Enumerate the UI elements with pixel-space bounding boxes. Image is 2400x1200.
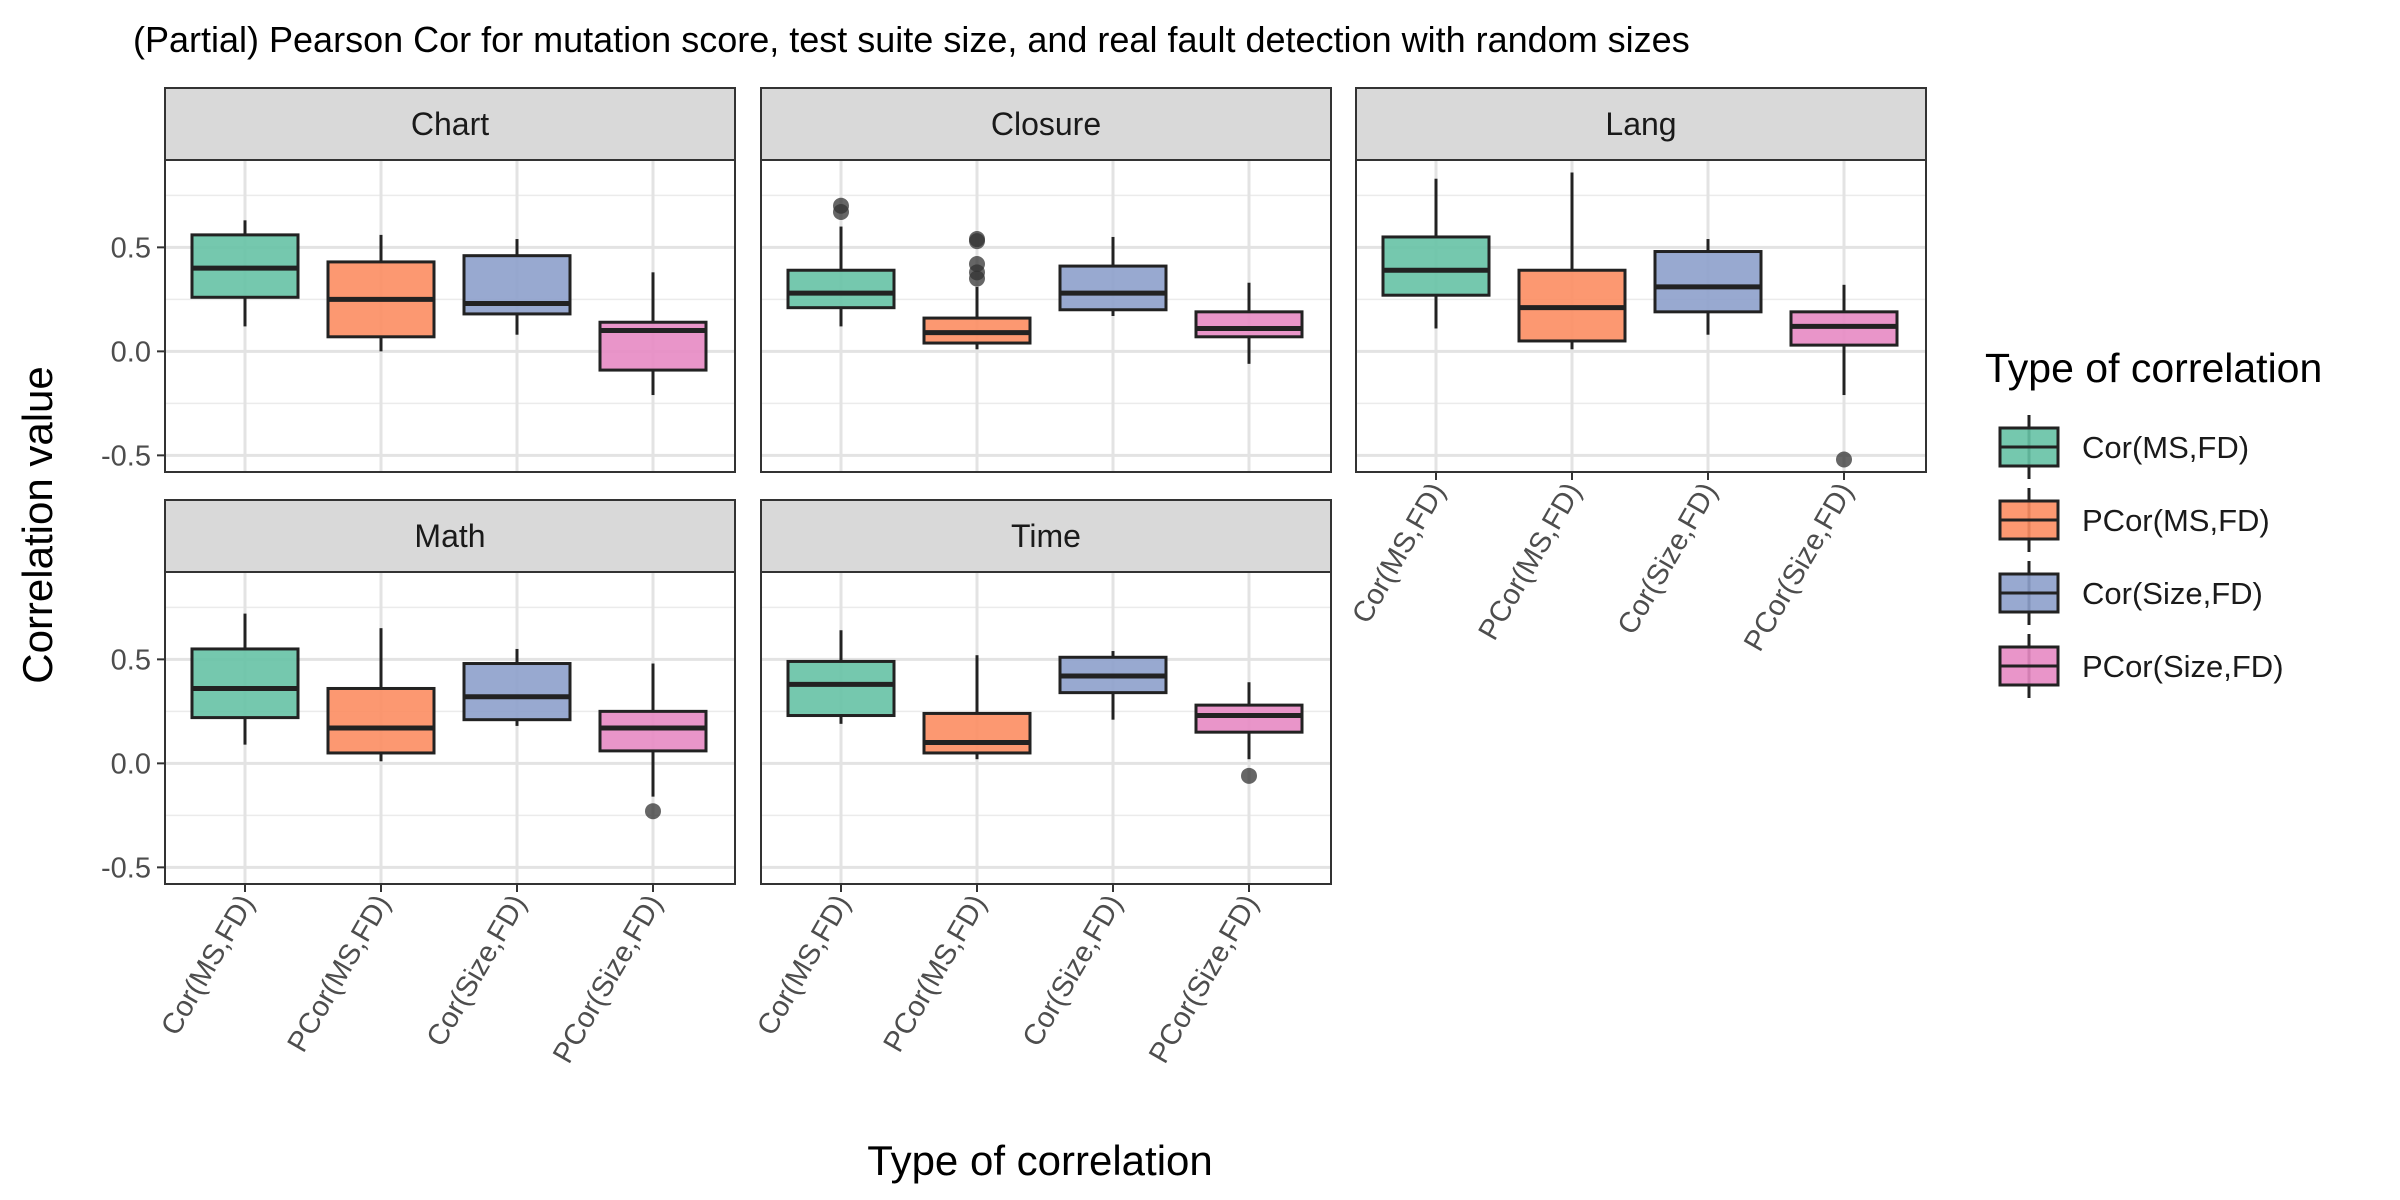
box-PCor(Size,FD) — [1194, 682, 1304, 784]
box-iqr — [922, 711, 1032, 755]
box-PCor(MS,FD) — [326, 628, 436, 762]
panel-closure: Closure — [760, 87, 1332, 473]
x-tick-label: PCor(MS,FD) — [1473, 478, 1589, 646]
box-PCor(MS,FD) — [326, 234, 436, 352]
legend-title: Type of correlation — [1985, 345, 2322, 391]
box-Cor(Size,FD) — [1058, 236, 1168, 316]
box-iqr — [598, 709, 708, 753]
facet-strip-label: Time — [1011, 518, 1081, 554]
box-Cor(Size,FD) — [462, 648, 572, 726]
y-tick-label: -0.5 — [101, 440, 151, 472]
legend-label: PCor(Size,FD) — [2082, 649, 2284, 684]
legend-item: PCor(MS,FD) — [1998, 488, 2270, 552]
box-iqr — [1194, 703, 1304, 734]
panel-chart: Chart — [164, 87, 736, 473]
y-tick-label: -0.5 — [101, 852, 151, 884]
x-tick-label: Cor(MS,FD) — [1346, 478, 1452, 629]
box-iqr — [1194, 310, 1304, 339]
box-iqr — [190, 647, 300, 720]
facet-strip — [760, 87, 1332, 161]
box-Cor(MS,FD) — [786, 630, 896, 724]
x-axis-title: Type of correlation — [867, 1137, 1213, 1184]
panel-border — [164, 571, 736, 885]
panel-border — [1355, 159, 1927, 473]
legend-label: PCor(MS,FD) — [2082, 503, 2270, 538]
box-PCor(Size,FD) — [598, 663, 708, 820]
panel-background — [165, 160, 735, 472]
box-iqr — [1653, 250, 1763, 314]
facet-strip — [1355, 87, 1927, 161]
box-PCor(Size,FD) — [1194, 282, 1304, 364]
box-iqr — [462, 662, 572, 722]
outlier-point — [969, 231, 985, 248]
facet-strip — [760, 499, 1332, 573]
x-tick-label: Cor(Size,FD) — [1017, 890, 1129, 1053]
y-tick-label: 0.5 — [111, 232, 151, 264]
box-PCor(MS,FD) — [922, 231, 1032, 350]
y-tick-label: 0.0 — [111, 748, 151, 780]
box-Cor(Size,FD) — [462, 239, 572, 335]
legend-item: PCor(Size,FD) — [1998, 634, 2284, 698]
x-tick-label: PCor(Size,FD) — [1143, 890, 1265, 1069]
legend-label: Cor(MS,FD) — [2082, 430, 2249, 465]
box-PCor(Size,FD) — [598, 272, 708, 396]
chart-title: (Partial) Pearson Cor for mutation score… — [133, 19, 1690, 60]
outlier-point — [1836, 451, 1852, 468]
facet-panels: Chart Closure Lang Math Time — [164, 87, 1927, 885]
box-PCor(Size,FD) — [1789, 284, 1899, 468]
outlier-point — [833, 197, 849, 214]
facet-strip — [164, 87, 736, 161]
outlier-point — [1241, 767, 1257, 784]
box-Cor(MS,FD) — [190, 220, 300, 327]
box-Cor(Size,FD) — [1653, 239, 1763, 335]
x-tick-label: PCor(Size,FD) — [1738, 478, 1860, 657]
facet-strip-label: Closure — [991, 106, 1101, 142]
y-axis-title: Correlation value — [14, 366, 61, 684]
legend-item: Cor(Size,FD) — [1998, 561, 2263, 625]
box-Cor(MS,FD) — [190, 613, 300, 745]
facet-strip-label: Lang — [1605, 106, 1676, 142]
box-iqr — [326, 686, 436, 755]
box-PCor(MS,FD) — [922, 655, 1032, 760]
panel-time: Time — [760, 499, 1332, 885]
legend: Type of correlation Cor(MS,FD) PCor(MS,FD… — [1985, 345, 2322, 698]
x-tick-label: PCor(MS,FD) — [282, 890, 398, 1058]
legend-item: Cor(MS,FD) — [1998, 415, 2249, 479]
x-tick-label: PCor(Size,FD) — [547, 890, 669, 1069]
outlier-point — [969, 256, 985, 272]
panel-lang: Lang — [1355, 87, 1927, 473]
outlier-point — [645, 803, 661, 820]
panel-math: Math — [164, 499, 736, 885]
box-Cor(MS,FD) — [1381, 178, 1491, 329]
x-tick-label: Cor(Size,FD) — [421, 890, 533, 1053]
x-tick-label: Cor(MS,FD) — [155, 890, 261, 1041]
panel-border — [760, 571, 1332, 885]
box-iqr — [786, 659, 896, 718]
facet-strip-label: Math — [414, 518, 485, 554]
box-iqr — [786, 268, 896, 310]
panel-border — [760, 159, 1332, 473]
box-Cor(Size,FD) — [1058, 651, 1168, 720]
x-tick-label: PCor(MS,FD) — [878, 890, 994, 1058]
legend-label: Cor(Size,FD) — [2082, 576, 2263, 611]
facet-strip-label: Chart — [411, 106, 489, 142]
x-tick-label: Cor(MS,FD) — [751, 890, 857, 1041]
x-tick-label: Cor(Size,FD) — [1612, 478, 1724, 641]
box-PCor(MS,FD) — [1517, 172, 1627, 350]
box-iqr — [1381, 235, 1491, 297]
y-tick-label: 0.5 — [111, 644, 151, 676]
panel-border — [164, 159, 736, 473]
box-Cor(MS,FD) — [786, 197, 896, 327]
box-iqr — [1058, 264, 1168, 312]
y-tick-label: 0.0 — [111, 336, 151, 368]
